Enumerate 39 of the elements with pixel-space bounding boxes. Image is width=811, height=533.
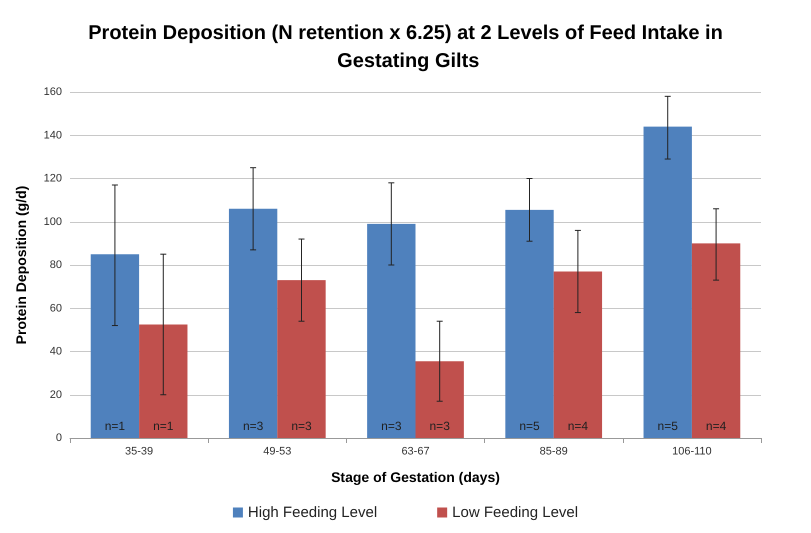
x-axis-title: Stage of Gestation (days) [331, 469, 500, 485]
y-tick-label: 20 [50, 388, 62, 401]
x-tick-label: 35-39 [125, 446, 154, 458]
bar [228, 208, 278, 438]
y-tick-label: 80 [50, 259, 62, 271]
bar [644, 126, 692, 438]
bar [554, 271, 602, 438]
chart-title: Protein Deposition (N retention x 6.25) at 2 Levels of Feed Intake in Gestating Gilts [88, 22, 723, 72]
x-tick-label: 49-53 [263, 446, 292, 458]
bar [277, 280, 326, 438]
annotation: n=5 [519, 419, 540, 433]
annotation: n=3 [381, 419, 402, 433]
bar [692, 243, 740, 438]
annotation: n=4 [706, 419, 727, 433]
bar [367, 224, 416, 438]
y-tick-label: 40 [50, 346, 62, 358]
annotation: n=3 [242, 419, 264, 433]
annotation: n=4 [568, 419, 588, 433]
annotation: n=3 [291, 419, 312, 433]
x-tick-label: 106-110 [672, 446, 712, 458]
y-tick-label: 60 [50, 302, 62, 314]
legend-label: High Feeding Level [248, 504, 378, 521]
bar [505, 210, 554, 438]
y-tick-label: 100 [44, 216, 62, 228]
annotation: n=1 [104, 419, 126, 433]
bar [139, 324, 188, 438]
x-tick-label: 85-89 [540, 446, 568, 458]
y-tick-label: 140 [44, 129, 62, 142]
y-tick-label: 160 [44, 86, 62, 98]
x-tick-label: 63-67 [401, 446, 430, 458]
annotation: n=3 [430, 419, 450, 433]
bar [416, 361, 464, 438]
y-axis-title: Protein Deposition (g/d) [13, 186, 29, 344]
annotation: n=5 [658, 419, 678, 433]
legend-label: Low Feeding Level [452, 504, 578, 521]
annotation: n=1 [153, 419, 174, 433]
y-tick-label: 120 [44, 172, 62, 184]
y-tick-label: 0 [56, 432, 62, 444]
bar [90, 254, 140, 438]
